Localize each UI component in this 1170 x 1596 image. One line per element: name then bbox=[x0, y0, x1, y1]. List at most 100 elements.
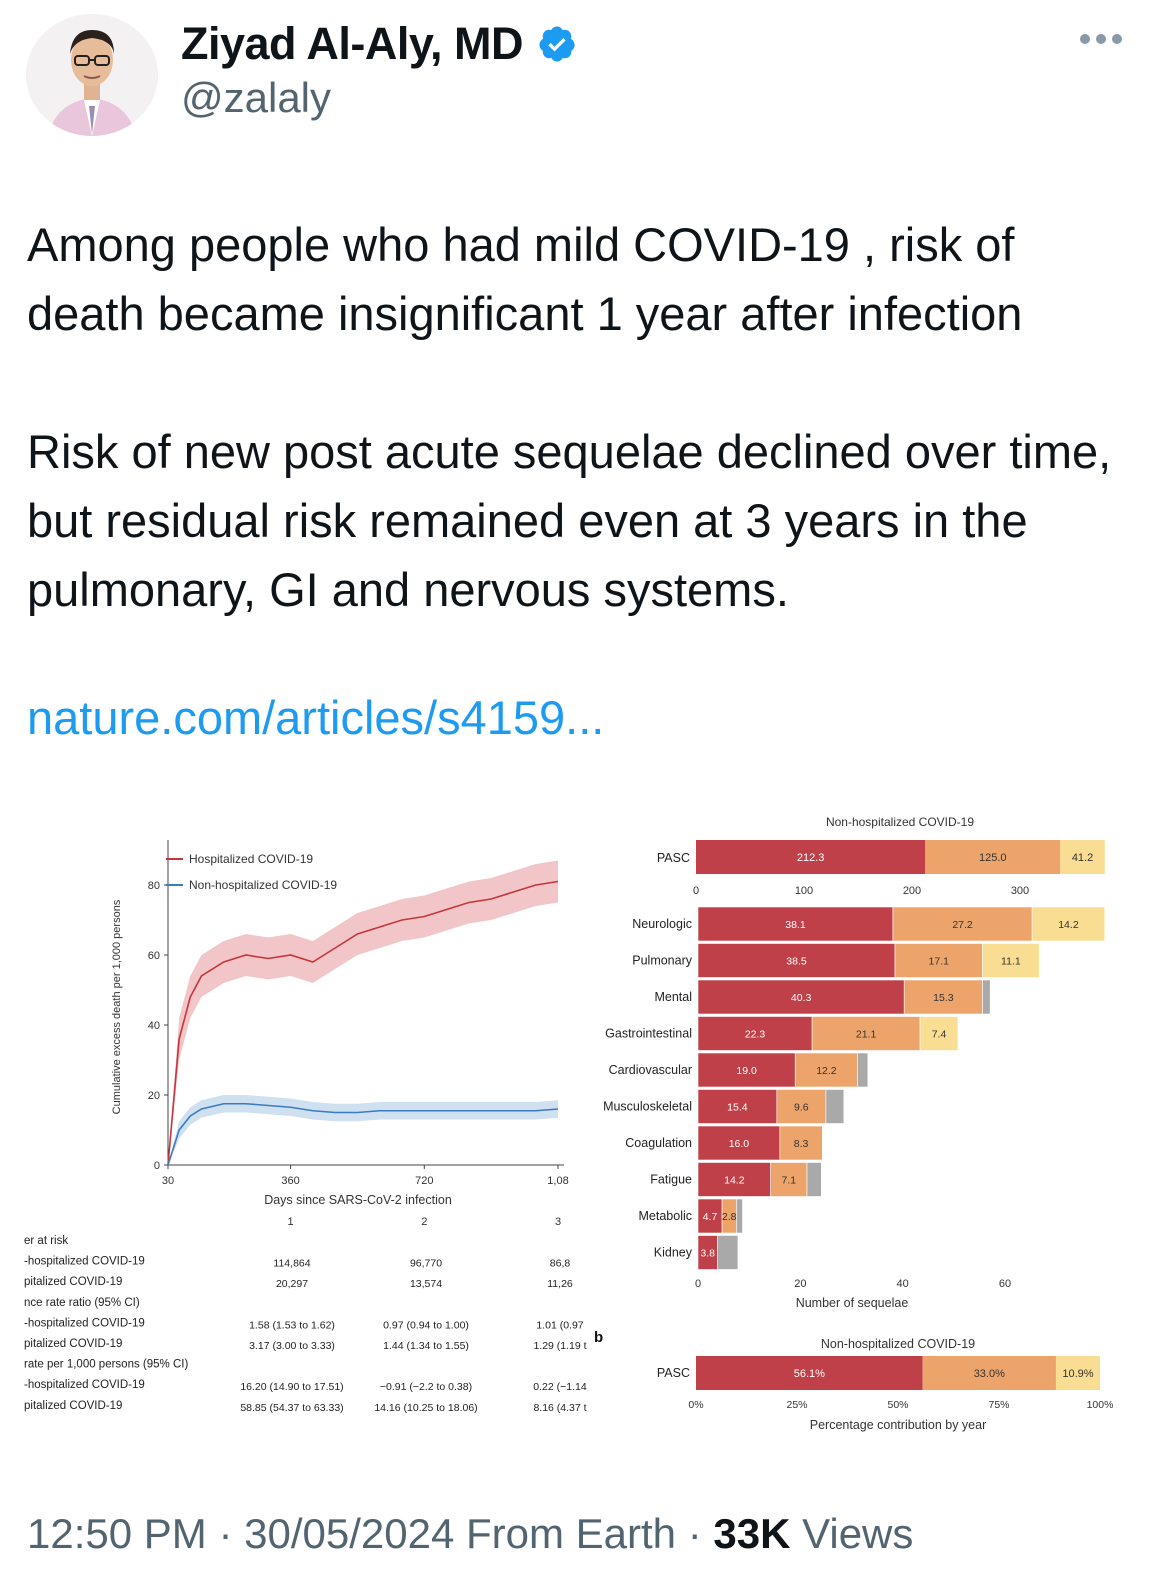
table-cell: 96,770 bbox=[410, 1258, 442, 1270]
y-tick-label: 60 bbox=[148, 950, 160, 962]
sequela-x-tick: 60 bbox=[999, 1278, 1011, 1290]
table-cell: 8.16 (4.37 t bbox=[533, 1402, 586, 1414]
table-cell: 86,8 bbox=[550, 1258, 571, 1270]
sequela-bar-label: 19.0 bbox=[736, 1065, 757, 1077]
sequela-bar-segment bbox=[717, 1235, 739, 1270]
bottom-panel-x-tick: 0% bbox=[688, 1399, 703, 1411]
top-right-x-tick: 0 bbox=[693, 885, 699, 897]
sequela-bar-label: 38.1 bbox=[785, 919, 806, 931]
meta-separator: · bbox=[687, 1510, 714, 1557]
article-link[interactable]: nature.com/articles/s4159... bbox=[27, 691, 605, 744]
sequela-bar-segment bbox=[806, 1162, 822, 1197]
percent-bar-label: 33.0% bbox=[974, 1368, 1005, 1380]
panel-b-label: b bbox=[594, 1329, 603, 1346]
y-tick-label: 0 bbox=[154, 1160, 160, 1172]
table-cell: −0.91 (−2.2 to 0.38) bbox=[380, 1381, 472, 1393]
views-label: Views bbox=[802, 1510, 914, 1557]
table-cell: 11,26 bbox=[547, 1278, 573, 1290]
more-options-icon[interactable] bbox=[1080, 34, 1122, 44]
percent-bar-label: 10.9% bbox=[1062, 1368, 1093, 1380]
table-cell: 20,297 bbox=[276, 1278, 308, 1290]
sequela-bar-label: 14.2 bbox=[724, 1175, 745, 1187]
avatar[interactable] bbox=[26, 14, 158, 136]
sequela-bar-label: 11.1 bbox=[1001, 956, 1021, 968]
percent-bar-segment bbox=[1055, 1356, 1100, 1390]
sequela-bar-segment bbox=[776, 1089, 827, 1124]
sequela-bar-segment bbox=[982, 979, 991, 1015]
sequela-bar-segment bbox=[982, 943, 1040, 978]
tweet-meta: 12:50 PM · 30/05/2024 From Earth · 33K V… bbox=[27, 1510, 913, 1558]
views-count: 33K bbox=[713, 1510, 791, 1557]
sequela-bar-label: 12.2 bbox=[816, 1065, 837, 1077]
sequela-x-tick: 40 bbox=[897, 1278, 909, 1290]
table-cell: 14.16 (10.25 to 18.06) bbox=[374, 1402, 477, 1414]
sequela-label: Mental bbox=[654, 990, 692, 1004]
percent-bar-segment bbox=[922, 1356, 1056, 1390]
sequela-bar-label: 2.8 bbox=[722, 1211, 737, 1223]
bottom-panel-x-tick: 50% bbox=[887, 1399, 908, 1411]
table-cell: 13,574 bbox=[410, 1278, 442, 1290]
table-row-label: er at risk bbox=[24, 1235, 68, 1247]
top-right-category: PASC bbox=[657, 851, 690, 865]
tweet-paragraph-2: Risk of new post acute sequelae declined… bbox=[27, 425, 1112, 616]
avatar-image bbox=[26, 14, 158, 136]
year-mark: 2 bbox=[421, 1216, 427, 1228]
year-mark: 3 bbox=[555, 1216, 561, 1228]
sequela-bar-label: 7.1 bbox=[782, 1175, 797, 1187]
bottom-panel-x-tick: 25% bbox=[786, 1399, 807, 1411]
sequela-bar-label: 15.3 bbox=[933, 992, 954, 1004]
legend-entry: Hospitalized COVID-19 bbox=[189, 852, 313, 866]
non-hospitalized-line bbox=[167, 1102, 559, 1166]
table-row-label: rate per 1,000 persons (95% CI) bbox=[24, 1359, 188, 1371]
sequela-label: Neurologic bbox=[632, 917, 692, 931]
table-cell: 16.20 (14.90 to 17.51) bbox=[240, 1381, 343, 1393]
sequela-bar-segment bbox=[857, 1052, 869, 1088]
sequela-label: Pulmonary bbox=[632, 954, 692, 968]
sequela-label: Coagulation bbox=[625, 1136, 692, 1150]
table-row-label: -hospitalized COVID-19 bbox=[24, 1379, 145, 1391]
sequela-bar-segment bbox=[697, 979, 905, 1015]
sequela-bar-label: 21.1 bbox=[856, 1029, 877, 1041]
bottom-panel-x-tick: 100% bbox=[1087, 1399, 1114, 1411]
y-tick-label: 40 bbox=[148, 1020, 160, 1032]
table-cell: 3.17 (3.00 to 3.33) bbox=[249, 1340, 335, 1352]
sequela-label: Musculoskeletal bbox=[603, 1100, 692, 1114]
sequela-bar-label: 14.2 bbox=[1058, 919, 1079, 931]
sequela-bar-segment bbox=[697, 1198, 723, 1234]
table-cell: 58.85 (54.37 to 63.33) bbox=[240, 1402, 343, 1414]
verified-badge-icon bbox=[539, 26, 575, 62]
hospitalized-line bbox=[167, 880, 559, 1166]
percent-bar-segment bbox=[696, 1356, 923, 1390]
tweet-image[interactable]: 0 20 40 60 80 30 360 720 1,08 Days since SARS-CoV… bbox=[20, 810, 1130, 1450]
table-cell: 1.01 (0.97 bbox=[536, 1319, 583, 1331]
sequela-bar-label: 16.0 bbox=[729, 1138, 750, 1150]
sequela-bar-segment bbox=[770, 1162, 808, 1197]
bottom-panel-x-tick: 75% bbox=[988, 1399, 1009, 1411]
sequela-bar-segment bbox=[697, 943, 896, 978]
top-right-x-tick: 200 bbox=[903, 885, 921, 897]
top-right-x-tick: 300 bbox=[1011, 885, 1029, 897]
sequela-x-axis-label: Number of sequelae bbox=[796, 1296, 909, 1310]
tweet-time[interactable]: 12:50 PM bbox=[27, 1510, 207, 1557]
meta-separator: · bbox=[218, 1510, 245, 1557]
author-handle[interactable]: @zalaly bbox=[181, 74, 332, 121]
pasc-bar-segment bbox=[925, 840, 1061, 874]
sequela-label: Kidney bbox=[654, 1246, 693, 1260]
tweet-date[interactable]: 30/05/2024 bbox=[244, 1510, 455, 1557]
sequela-bar-label: 17.1 bbox=[929, 956, 950, 968]
sequela-label: Metabolic bbox=[639, 1209, 693, 1223]
bottom-panel-x-axis-label: Percentage contribution by year bbox=[810, 1418, 987, 1432]
author-name-text[interactable]: Ziyad Al-Aly, MD bbox=[181, 18, 524, 69]
sequela-label: Cardiovascular bbox=[609, 1063, 692, 1077]
author-name[interactable]: Ziyad Al-Aly, MD bbox=[181, 18, 577, 70]
table-cell: 114,864 bbox=[273, 1258, 310, 1270]
sequela-bar-segment bbox=[697, 906, 894, 942]
sequela-bar-segment bbox=[697, 1089, 778, 1124]
sequela-bar-segment bbox=[811, 1016, 921, 1051]
top-right-title: Non-hospitalized COVID-19 bbox=[826, 815, 974, 829]
tweet-text: Among people who had mild COVID-19 , ris… bbox=[27, 210, 1137, 624]
sequela-bar-label: 15.4 bbox=[727, 1102, 748, 1114]
sequela-x-tick: 20 bbox=[794, 1278, 806, 1290]
sequela-label: Gastrointestinal bbox=[605, 1027, 692, 1041]
